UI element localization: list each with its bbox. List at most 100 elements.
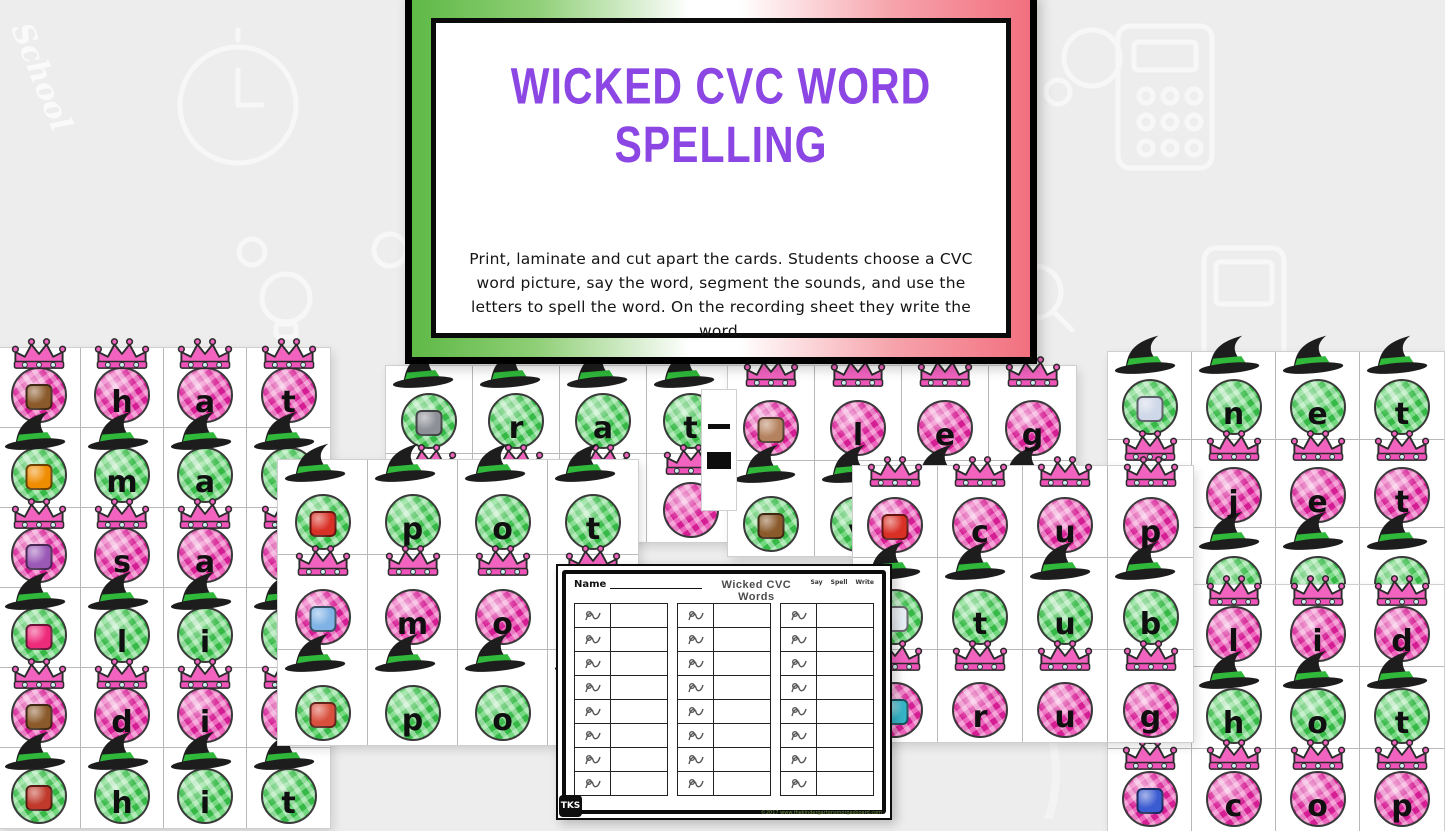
- answer-blank: [611, 700, 667, 723]
- lid-thumbnail: [678, 772, 714, 795]
- answer-blank: [611, 772, 667, 795]
- letter-card-t: t: [938, 541, 1023, 650]
- green-disco-ball: [11, 607, 67, 663]
- dig-picture-card: [0, 658, 81, 748]
- letter-card-s: s: [81, 498, 164, 588]
- card-letter: o: [1307, 706, 1328, 741]
- card-letter: e: [1307, 397, 1328, 432]
- letter-card-d: d: [81, 658, 164, 748]
- green-disco-ball: [1037, 589, 1093, 645]
- say-spell-write-label: Say Spell Write: [810, 579, 874, 586]
- answer-blank: [611, 652, 667, 675]
- mop-sheet-row: [678, 748, 770, 772]
- card-letter: s: [113, 545, 131, 580]
- card-letter: o: [492, 703, 513, 738]
- letter-card-o: o: [458, 443, 548, 555]
- sheet-column-1: [574, 603, 668, 796]
- answer-blank: [611, 628, 667, 651]
- letter-card-m: m: [368, 545, 458, 650]
- green-disco-ball: [565, 494, 621, 550]
- answer-blank: [817, 772, 873, 795]
- answer-blank: [714, 772, 770, 795]
- pink-disco-ball: [1037, 682, 1093, 738]
- card-letter: l: [1228, 624, 1239, 659]
- recording-sheet: Name Wicked CVC Words Say Spell Write TK…: [556, 564, 892, 820]
- sad-sheet-row: [575, 724, 667, 748]
- bed-thumbnail: [575, 748, 611, 771]
- answer-blank: [611, 724, 667, 747]
- pink-disco-ball: [1122, 682, 1179, 738]
- wig-sheet-row: [678, 676, 770, 700]
- letter-card-t: t: [1360, 650, 1444, 749]
- answer-blank: [714, 628, 770, 651]
- letter-card-r: r: [473, 349, 560, 454]
- cop-thumbnail: [781, 604, 817, 627]
- card-letter: l: [852, 418, 864, 453]
- pink-disco-ball: [952, 682, 1008, 738]
- name-label: Name: [574, 579, 607, 590]
- letter-card-t: t: [1360, 335, 1444, 440]
- letter-card-h: h: [81, 338, 164, 428]
- green-disco-ball: [488, 393, 544, 449]
- card-letter: r: [508, 411, 524, 446]
- green-disco-ball: [952, 589, 1008, 645]
- pink-disco-ball: [1121, 771, 1178, 827]
- cup-card-page: c u p t u b r u g: [853, 456, 1193, 742]
- green-disco-ball: [474, 494, 531, 550]
- card-letter: o: [492, 607, 513, 642]
- card-letter: d: [1391, 624, 1413, 659]
- cat-sheet-row: [575, 628, 667, 652]
- card-letter: t: [585, 512, 601, 547]
- cup-picture-card: [853, 456, 938, 558]
- card-letter: p: [1139, 515, 1162, 550]
- dash-card-thick: [707, 452, 731, 469]
- letter-card-g: g: [989, 356, 1076, 461]
- answer-blank: [611, 748, 667, 771]
- letter-card-a: a: [164, 498, 247, 588]
- copyright-credit: ©2017 www.thekindergartensmorgasboard.co…: [760, 810, 882, 816]
- cop-picture-icon: [1136, 788, 1163, 814]
- mop-picture-icon: [309, 606, 336, 632]
- green-disco-ball: [177, 607, 233, 663]
- letter-card-o: o: [458, 545, 548, 650]
- cup-sheet-row: [781, 772, 873, 795]
- page-title: WICKED CVC WORD SPELLING: [510, 57, 932, 174]
- card-letter: p: [401, 703, 424, 738]
- answer-blank: [611, 604, 667, 627]
- green-disco-ball: [1289, 688, 1346, 744]
- answer-blank: [817, 628, 873, 651]
- sit-thumbnail: [781, 652, 817, 675]
- card-letter: i: [199, 786, 211, 821]
- mop-thumbnail: [678, 748, 714, 771]
- green-disco-ball: [1205, 688, 1262, 744]
- card-letter: h: [111, 786, 133, 821]
- cat-thumbnail: [575, 628, 611, 651]
- answer-blank: [714, 748, 770, 771]
- card-letter: o: [1307, 789, 1328, 824]
- cop-sheet-row: [781, 604, 873, 628]
- vet-picture-icon: [757, 513, 785, 539]
- title-card: WICKED CVC WORD SPELLING Print, laminate…: [405, 0, 1037, 364]
- green-disco-ball: [384, 685, 441, 741]
- card-letter: t: [281, 786, 296, 821]
- answer-blank: [817, 724, 873, 747]
- card-letter: t: [281, 385, 296, 420]
- sheet-title: Wicked CVC Words: [721, 579, 792, 603]
- hit-picture-icon: [25, 785, 53, 811]
- card-letter: a: [194, 465, 216, 500]
- letter-card-p: p: [368, 633, 458, 745]
- letter-card-a: a: [164, 411, 247, 508]
- card-letter: c: [1224, 789, 1243, 824]
- pink-disco-ball: [1374, 771, 1430, 827]
- jam-thumbnail: [678, 724, 714, 747]
- letter-card-o: o: [1276, 650, 1360, 749]
- rug-sheet-row: [781, 724, 873, 748]
- net-thumbnail: [678, 604, 714, 627]
- pot-sheet-row: [781, 700, 873, 724]
- letter-card-l: l: [81, 571, 164, 668]
- wig-thumbnail: [678, 676, 714, 699]
